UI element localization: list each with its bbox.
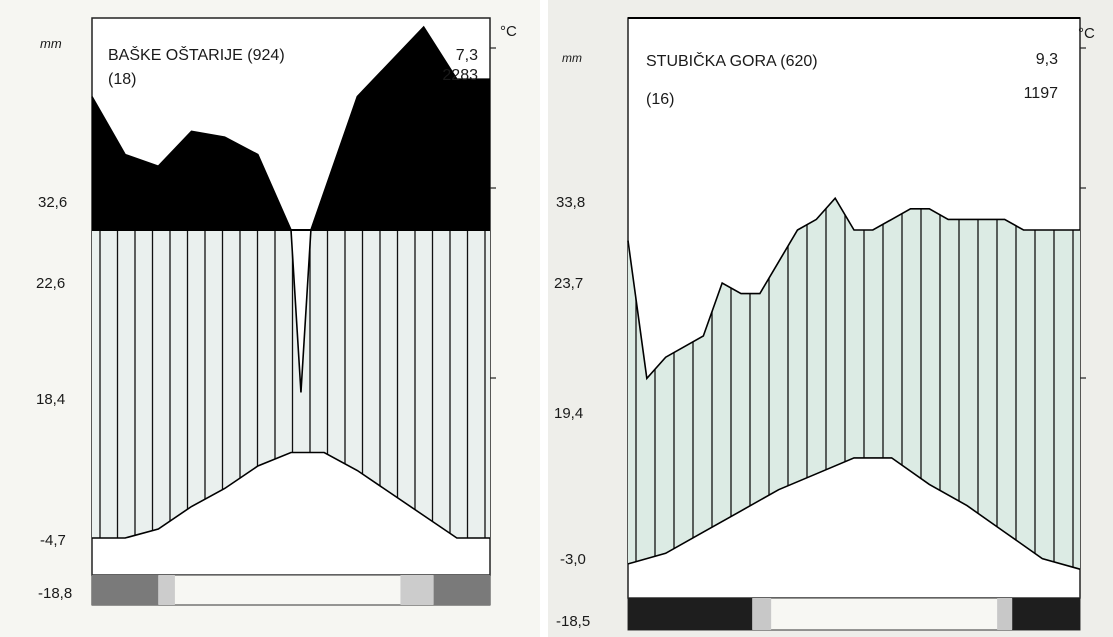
- chart-right-svg: mm °C STUBIČKA GORA (620) (16) 9,3 1197 …: [554, 17, 1095, 631]
- mm-unit-label: mm: [562, 51, 582, 65]
- y-tick-label-1: 33,8: [556, 194, 585, 211]
- humid-area: [92, 230, 490, 538]
- station-name: STUBIČKA GORA (620): [646, 51, 818, 70]
- station-name: BAŠKE OŠTARIJE (924): [108, 45, 285, 64]
- mean-temperature: 9,3: [1036, 51, 1058, 68]
- chart-left-svg: mm °C BAŠKE OŠTARIJE (924) (18) 7,3 2283…: [36, 17, 517, 606]
- y-tick-label-4: -4,7: [40, 532, 66, 549]
- y-tick-label-5: -18,5: [556, 613, 590, 630]
- frost-bar: [91, 574, 491, 606]
- y-tick-label-4: -3,0: [560, 551, 586, 568]
- mean-temperature: 7,3: [456, 47, 478, 64]
- perhumid-area: [92, 27, 490, 230]
- frost-segment-3: [997, 598, 1013, 630]
- celsius-unit-label: °C: [500, 23, 517, 40]
- panel-divider: [540, 0, 548, 637]
- temperature-line: [92, 451, 490, 539]
- y-tick-label-1: 32,6: [38, 194, 67, 211]
- frost-segment-4: [433, 575, 490, 605]
- y-tick-label-2: 23,7: [554, 275, 583, 292]
- observation-years: (18): [108, 71, 136, 88]
- y-tick-label-5: -18,8: [38, 585, 72, 602]
- frost-segment-1: [628, 598, 753, 630]
- precipitation-line: [627, 196, 1080, 381]
- y-tick-label-2: 22,6: [36, 275, 65, 292]
- frost-segment-2: [752, 598, 772, 630]
- annual-precipitation: 1197: [1024, 85, 1059, 102]
- frost-segment-3: [400, 575, 434, 605]
- frost-segment-1: [92, 575, 159, 605]
- mm-unit-label: mm: [40, 36, 62, 51]
- celsius-unit-label: °C: [1078, 25, 1095, 42]
- annual-precipitation: 2283: [442, 67, 478, 84]
- frost-segment-2: [158, 575, 175, 605]
- temperature-line: [627, 457, 1081, 570]
- precipitation-line: [91, 25, 490, 393]
- y-tick-label-3: 19,4: [554, 405, 583, 422]
- frost-segment-4: [1012, 598, 1080, 630]
- frost-bar: [627, 597, 1081, 631]
- humid-area: [628, 198, 1080, 570]
- observation-years: (16): [646, 91, 674, 108]
- y-tick-label-3: 18,4: [36, 391, 65, 408]
- climate-diagram-baske-ostarije: mm °C BAŠKE OŠTARIJE (924) (18) 7,3 2283…: [0, 0, 540, 637]
- climate-diagram-stubicka-gora: mm °C STUBIČKA GORA (620) (16) 9,3 1197 …: [548, 0, 1113, 637]
